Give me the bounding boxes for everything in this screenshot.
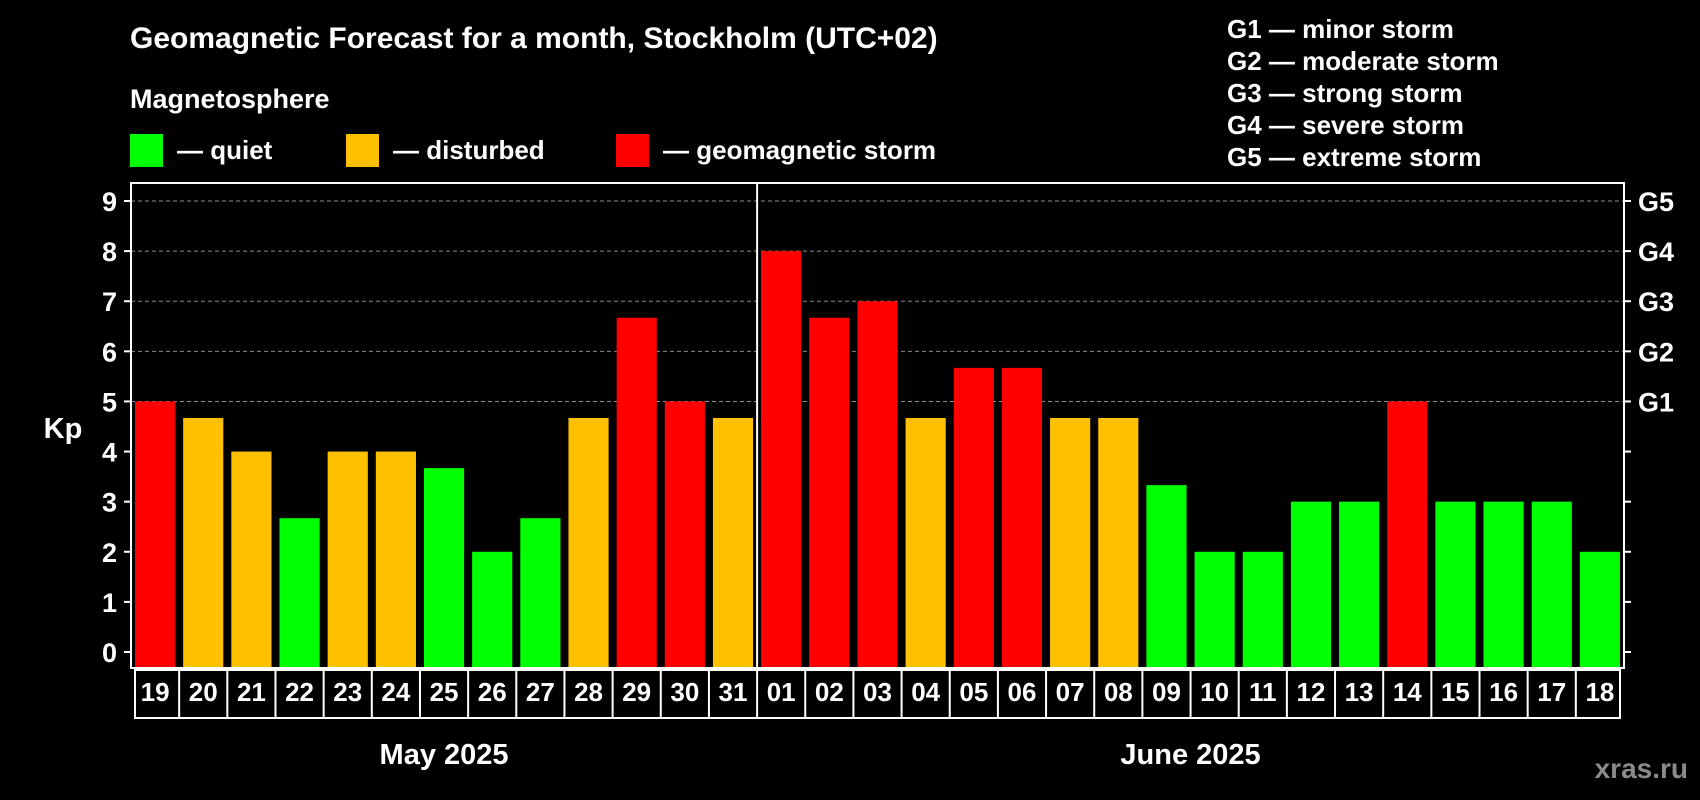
- x-tick-label-21: 21: [237, 677, 266, 707]
- bar-23: [327, 451, 368, 667]
- x-tick-label-22: 22: [285, 677, 314, 707]
- y-axis-label: Kp: [44, 413, 83, 445]
- plot-frame: [130, 182, 1625, 669]
- x-tick-label-13: 13: [1345, 677, 1374, 707]
- bar-26: [472, 551, 513, 667]
- bar-31: [712, 417, 754, 667]
- x-tick-label-05: 05: [959, 677, 988, 707]
- g-tick-label-g3: G3: [1638, 287, 1674, 317]
- x-tick-label-01: 01: [767, 677, 796, 707]
- bar-07: [1050, 417, 1091, 667]
- x-tick-label-12: 12: [1296, 677, 1325, 707]
- x-tick-label-31: 31: [719, 677, 748, 707]
- bar-10: [1194, 551, 1235, 667]
- x-tick-label-18: 18: [1585, 677, 1614, 707]
- x-tick-label-30: 30: [670, 677, 699, 707]
- x-tick-label-02: 02: [815, 677, 844, 707]
- month-label-may: May 2025: [380, 739, 509, 771]
- bar-30: [664, 401, 705, 667]
- legend-swatch-disturbed: [346, 134, 379, 167]
- bar-22: [279, 518, 320, 667]
- bar-15: [1435, 501, 1476, 667]
- x-tick-label-26: 26: [478, 677, 507, 707]
- bar-29: [616, 317, 657, 667]
- bar-05: [953, 367, 994, 667]
- bar-03: [857, 301, 898, 667]
- bar-08: [1098, 417, 1139, 667]
- x-tick-label-16: 16: [1489, 677, 1518, 707]
- y-tick-label: 9: [102, 187, 117, 217]
- x-tick-label-29: 29: [622, 677, 651, 707]
- chart-title: Geomagnetic Forecast for a month, Stockh…: [130, 22, 938, 55]
- bar-17: [1531, 501, 1572, 667]
- g-tick-label-g1: G1: [1638, 387, 1674, 417]
- x-tick-label-20: 20: [189, 677, 218, 707]
- x-tick-label-10: 10: [1200, 677, 1229, 707]
- y-tick-label: 0: [102, 638, 117, 668]
- g-tick-label-g5: G5: [1638, 187, 1674, 217]
- x-tick-label-07: 07: [1056, 677, 1085, 707]
- g-scale-g5: G5 — extreme storm: [1227, 142, 1482, 172]
- x-tick-label-06: 06: [1008, 677, 1037, 707]
- bar-14: [1387, 401, 1428, 667]
- bar-11: [1242, 551, 1283, 667]
- bar-28: [568, 417, 609, 667]
- bar-13: [1339, 501, 1380, 667]
- y-tick-label: 7: [102, 287, 117, 317]
- bar-02: [809, 317, 850, 667]
- watermark: xras.ru: [1594, 753, 1688, 784]
- x-tick-label-25: 25: [430, 677, 459, 707]
- bar-21: [231, 451, 272, 667]
- bar-16: [1483, 501, 1524, 667]
- x-tick-label-14: 14: [1393, 677, 1422, 707]
- g-tick-label-g4: G4: [1638, 237, 1674, 267]
- legend-label-quiet: — quiet: [177, 135, 273, 165]
- legend-title: Magnetosphere: [130, 84, 330, 114]
- bar-27: [520, 518, 561, 667]
- x-tick-label-09: 09: [1152, 677, 1181, 707]
- x-tick-label-28: 28: [574, 677, 603, 707]
- g-scale-g1: G1 — minor storm: [1227, 14, 1454, 44]
- g-scale-g4: G4 — severe storm: [1227, 110, 1465, 140]
- x-tick-label-08: 08: [1104, 677, 1133, 707]
- legend-swatch-quiet: [130, 134, 163, 167]
- y-tick-label: 1: [102, 588, 117, 618]
- day-labels-frame: [134, 669, 1621, 719]
- x-tick-label-03: 03: [863, 677, 892, 707]
- y-tick-label: 2: [102, 538, 117, 568]
- legend-label-storm: — geomagnetic storm: [663, 135, 937, 165]
- x-tick-label-23: 23: [333, 677, 362, 707]
- bar-18: [1579, 551, 1620, 667]
- legend-label-disturbed: — disturbed: [393, 135, 545, 165]
- g-tick-label-g2: G2: [1638, 337, 1674, 367]
- y-tick-label: 6: [102, 337, 117, 367]
- g-scale-g2: G2 — moderate storm: [1227, 46, 1499, 76]
- x-tick-label-24: 24: [381, 677, 410, 707]
- bar-01: [761, 251, 802, 667]
- x-tick-label-17: 17: [1537, 677, 1566, 707]
- g-scale-g3: G3 — strong storm: [1227, 78, 1463, 108]
- y-tick-label: 3: [102, 488, 117, 518]
- x-tick-label-15: 15: [1441, 677, 1470, 707]
- bar-19: [135, 401, 176, 667]
- y-tick-label: 5: [102, 387, 117, 417]
- bar-09: [1146, 485, 1187, 667]
- x-tick-label-19: 19: [141, 677, 170, 707]
- bar-24: [375, 451, 416, 667]
- x-tick-label-27: 27: [526, 677, 555, 707]
- bar-25: [423, 468, 465, 667]
- month-label-june: June 2025: [1120, 739, 1260, 771]
- y-tick-label: 4: [102, 438, 117, 468]
- bar-04: [905, 417, 946, 667]
- bar-06: [1001, 367, 1043, 667]
- legend-swatch-storm: [616, 134, 649, 167]
- bar-20: [183, 417, 224, 667]
- x-tick-label-11: 11: [1249, 677, 1277, 707]
- bar-12: [1290, 501, 1332, 667]
- y-tick-label: 8: [102, 237, 117, 267]
- x-tick-label-04: 04: [911, 677, 940, 707]
